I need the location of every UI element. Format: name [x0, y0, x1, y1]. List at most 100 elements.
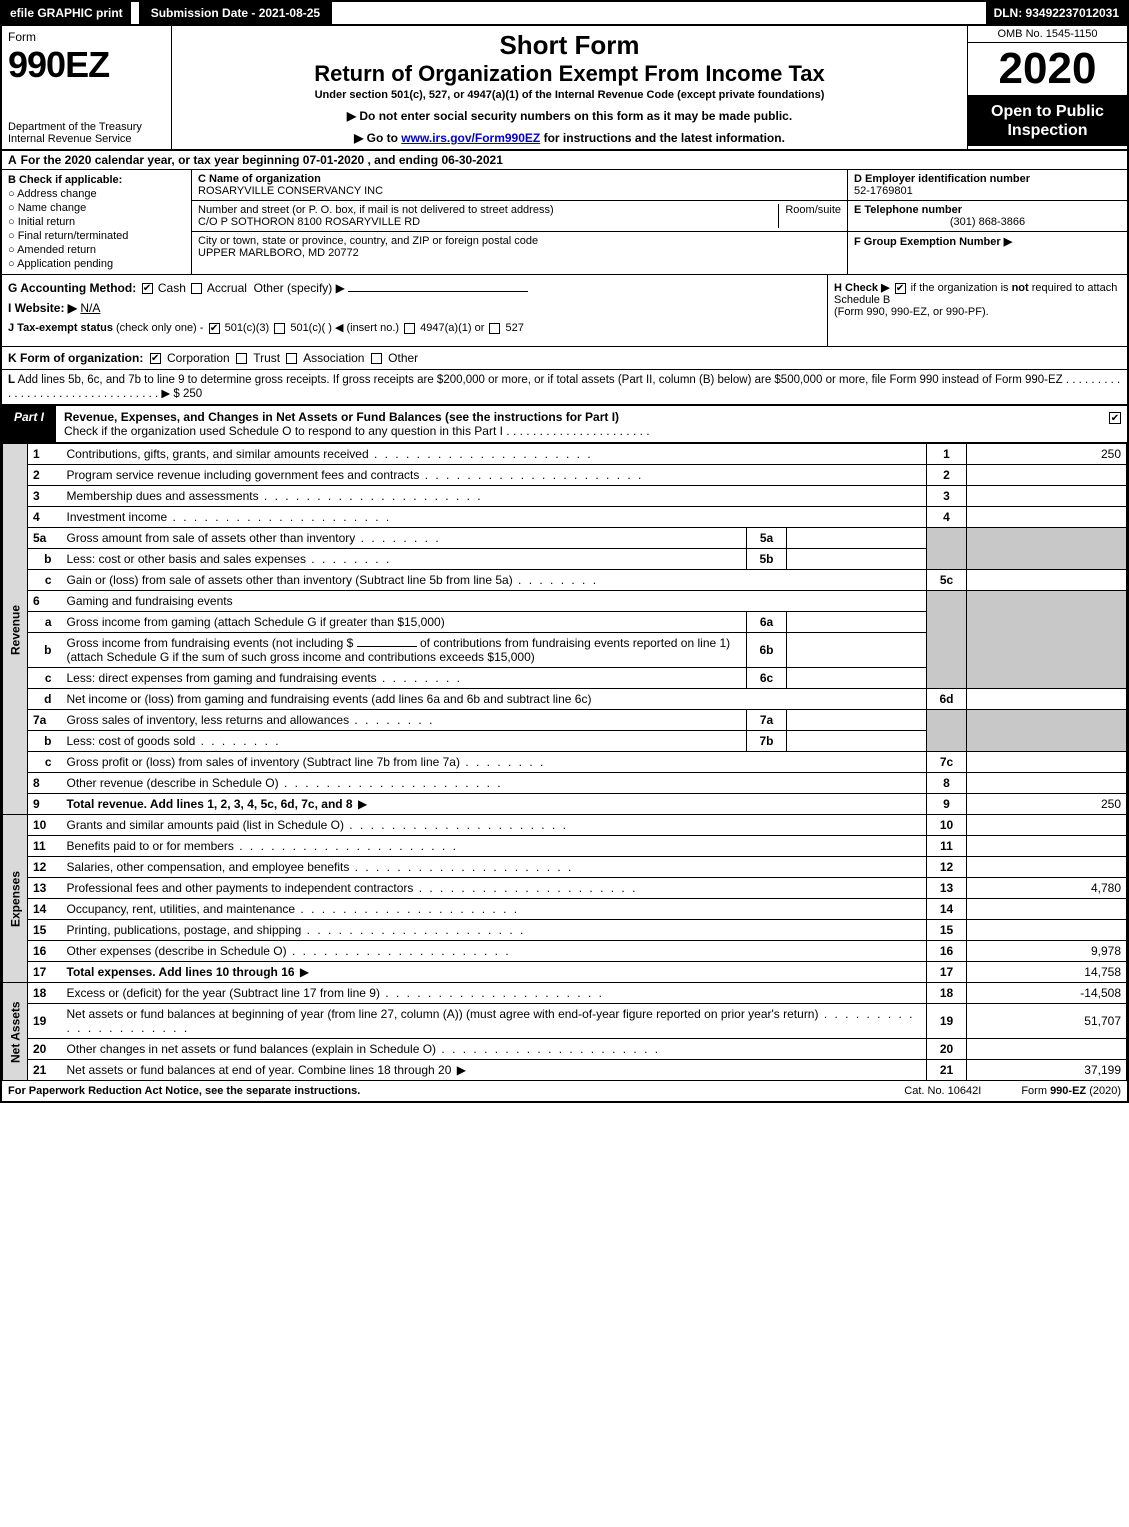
omb-number: OMB No. 1545-1150	[968, 26, 1127, 43]
line-desc: Gross profit or (loss) from sales of inv…	[62, 752, 927, 773]
goto-prefix: ▶ Go to	[354, 131, 401, 145]
line-num: 8	[28, 773, 62, 794]
line-num: 10	[28, 815, 62, 836]
line-num: b	[28, 731, 62, 752]
c-city-label: City or town, state or province, country…	[198, 235, 538, 247]
sub-val	[787, 633, 927, 668]
line-num: 4	[28, 507, 62, 528]
table-row: 14 Occupancy, rent, utilities, and maint…	[3, 899, 1127, 920]
chk-address-change[interactable]: Address change	[8, 188, 185, 200]
table-row: 4 Investment income 4	[3, 507, 1127, 528]
line-desc: Less: direct expenses from gaming and fu…	[62, 668, 747, 689]
line-desc: Gross income from fundraising events (no…	[62, 633, 747, 668]
sub-num: 7a	[747, 710, 787, 731]
section-h: H Check ▶ if the organization is not req…	[827, 275, 1127, 346]
line-rn: 14	[927, 899, 967, 920]
table-row: c Gross profit or (loss) from sales of i…	[3, 752, 1127, 773]
line-amount	[967, 486, 1127, 507]
goto-link[interactable]: www.irs.gov/Form990EZ	[401, 131, 540, 145]
j-opt3: 4947(a)(1) or	[420, 322, 484, 334]
line-desc: Membership dues and assessments	[62, 486, 927, 507]
table-row: 20 Other changes in net assets or fund b…	[3, 1039, 1127, 1060]
e-phone-label: E Telephone number	[854, 204, 1121, 216]
l-label: L	[8, 374, 15, 386]
line-rn: 16	[927, 941, 967, 962]
line-num: b	[28, 549, 62, 570]
g-other: Other (specify) ▶	[254, 281, 345, 295]
chk-schedule-o-used[interactable]	[1109, 412, 1121, 424]
table-row: 3 Membership dues and assessments 3	[3, 486, 1127, 507]
line-amount: -14,508	[967, 983, 1127, 1004]
line-num: 20	[28, 1039, 62, 1060]
submission-date: Submission Date - 2021-08-25	[135, 2, 332, 24]
g-label: G Accounting Method:	[8, 281, 136, 295]
website-value: N/A	[80, 301, 100, 315]
line-rn: 19	[927, 1004, 967, 1039]
tax-year: 2020	[968, 43, 1127, 96]
part1-title-block: Revenue, Expenses, and Changes in Net As…	[56, 406, 1103, 442]
chk-initial-return[interactable]: Initial return	[8, 216, 185, 228]
line-desc: Net income or (loss) from gaming and fun…	[62, 689, 927, 710]
chk-application-pending[interactable]: Application pending	[8, 258, 185, 270]
line-desc: Less: cost or other basis and sales expe…	[62, 549, 747, 570]
chk-final-return[interactable]: Final return/terminated	[8, 230, 185, 242]
footer-right-prefix: Form	[1021, 1085, 1050, 1097]
goto-line: ▶ Go to www.irs.gov/Form990EZ for instru…	[180, 131, 959, 145]
j-line: J Tax-exempt status (check only one) - 5…	[8, 321, 821, 334]
line-desc: Gaming and fundraising events	[62, 591, 927, 612]
table-row: 13 Professional fees and other payments …	[3, 878, 1127, 899]
topbar-spacer	[332, 2, 985, 24]
j-label: J Tax-exempt status	[8, 322, 113, 334]
line-desc: Salaries, other compensation, and employ…	[62, 857, 927, 878]
chk-other-org[interactable]	[371, 353, 382, 364]
chk-501c[interactable]	[274, 323, 285, 334]
line-desc: Printing, publications, postage, and shi…	[62, 920, 927, 941]
l6b-p1: Gross income from fundraising events (no…	[67, 636, 354, 650]
header-center: Short Form Return of Organization Exempt…	[172, 26, 967, 149]
line-num: 13	[28, 878, 62, 899]
chk-4947[interactable]	[404, 323, 415, 334]
h-text3: (Form 990, 990-EZ, or 990-PF).	[834, 306, 989, 318]
i-label: I Website: ▶	[8, 301, 77, 315]
chk-corporation[interactable]	[150, 353, 161, 364]
j-opt1: 501(c)(3)	[225, 322, 270, 334]
sub-val	[787, 668, 927, 689]
l6b-blank[interactable]	[357, 646, 417, 647]
line-rn: 6d	[927, 689, 967, 710]
chk-amended-return[interactable]: Amended return	[8, 244, 185, 256]
table-row: c Gain or (loss) from sale of assets oth…	[3, 570, 1127, 591]
chk-accrual[interactable]	[191, 283, 202, 294]
footer: For Paperwork Reduction Act Notice, see …	[2, 1081, 1127, 1101]
b-header: B Check if applicable:	[8, 174, 185, 186]
line-amount	[967, 815, 1127, 836]
line-num: 18	[28, 983, 62, 1004]
g-other-blank[interactable]	[348, 291, 528, 292]
chk-name-change[interactable]: Name change	[8, 202, 185, 214]
line-num: 16	[28, 941, 62, 962]
chk-501c3[interactable]	[209, 323, 220, 334]
line-amount	[967, 570, 1127, 591]
k-line: K Form of organization: Corporation Trus…	[2, 347, 1127, 370]
org-street: C/O P SOTHORON 8100 ROSARYVILLE RD	[198, 216, 420, 228]
line-rn: 1	[927, 444, 967, 465]
grey-cell	[927, 591, 967, 689]
table-row: Net Assets 18 Excess or (deficit) for th…	[3, 983, 1127, 1004]
line-rn: 3	[927, 486, 967, 507]
table-row: 16 Other expenses (describe in Schedule …	[3, 941, 1127, 962]
efile-button[interactable]: efile GRAPHIC print	[2, 2, 131, 24]
sub-num: 6a	[747, 612, 787, 633]
phone-value: (301) 868-3866	[854, 216, 1121, 228]
chk-cash[interactable]	[142, 283, 153, 294]
line-rn: 18	[927, 983, 967, 1004]
k-opt-3: Other	[388, 351, 418, 365]
line-num: c	[28, 668, 62, 689]
line-desc: Less: cost of goods sold	[62, 731, 747, 752]
chk-527[interactable]	[489, 323, 500, 334]
chk-schedule-b-not-required[interactable]	[895, 283, 906, 294]
line-num: 2	[28, 465, 62, 486]
line-rn: 9	[927, 794, 967, 815]
sub-val	[787, 549, 927, 570]
i-line: I Website: ▶ N/A	[8, 301, 821, 315]
chk-association[interactable]	[286, 353, 297, 364]
chk-trust[interactable]	[236, 353, 247, 364]
